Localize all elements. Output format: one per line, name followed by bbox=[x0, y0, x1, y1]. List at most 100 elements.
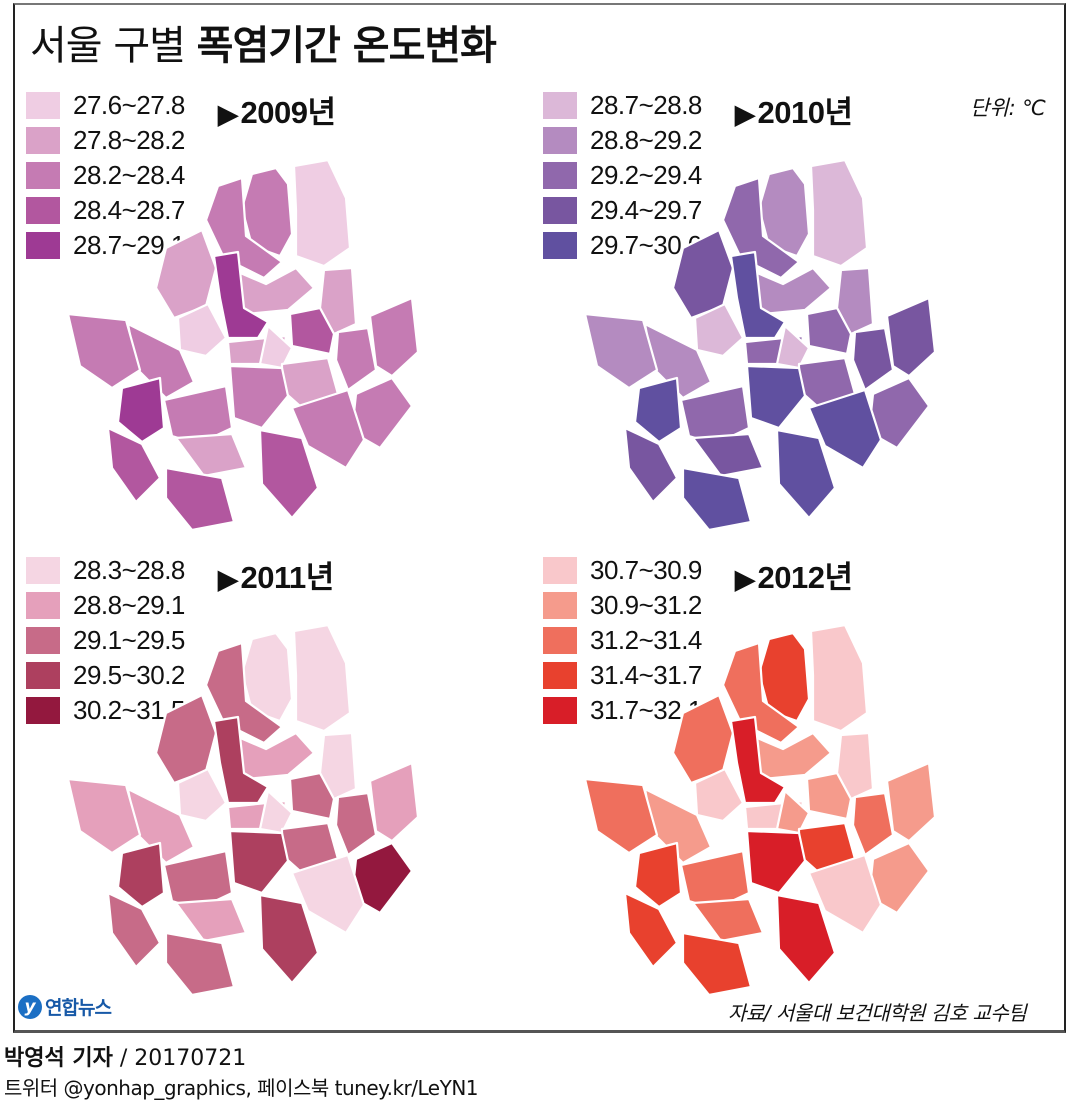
district-region bbox=[885, 296, 937, 378]
seoul-district-map bbox=[66, 158, 420, 532]
district-region bbox=[368, 296, 420, 378]
legend-swatch bbox=[26, 161, 60, 189]
district-region bbox=[212, 250, 270, 340]
district-region bbox=[633, 376, 683, 444]
district-region bbox=[775, 789, 811, 835]
legend-swatch bbox=[543, 161, 577, 189]
district-region bbox=[693, 302, 745, 358]
district-region bbox=[318, 731, 358, 801]
legend-label: 31.2~31.4 bbox=[590, 624, 702, 655]
district-region bbox=[66, 777, 142, 855]
legend-item: 27.8~28.2 bbox=[26, 123, 185, 157]
district-region bbox=[204, 176, 284, 280]
district-region bbox=[176, 767, 228, 823]
legend-swatch bbox=[26, 91, 60, 119]
seoul-district-map bbox=[583, 158, 937, 532]
legend-item: 28.2~28.4 bbox=[26, 158, 185, 192]
district-region bbox=[693, 767, 745, 823]
social-links: 트위터 @yonhap_graphics, 페이스북 tuney.kr/LeYN… bbox=[4, 1076, 479, 1100]
district-region bbox=[809, 158, 869, 268]
district-region bbox=[805, 306, 853, 356]
district-region bbox=[721, 641, 801, 745]
legend-swatch bbox=[26, 696, 60, 724]
district-region bbox=[318, 266, 358, 336]
legend-swatch bbox=[26, 591, 60, 619]
legend-label: 31.4~31.7 bbox=[590, 659, 702, 690]
legend-swatch bbox=[543, 126, 577, 154]
legend-swatch bbox=[26, 126, 60, 154]
legend-item: 29.4~29.7 bbox=[543, 193, 702, 227]
district-region bbox=[290, 388, 366, 470]
legend-label: 28.7~28.8 bbox=[590, 89, 702, 120]
legend-swatch bbox=[543, 231, 577, 259]
legend-item: 28.7~28.8 bbox=[543, 88, 702, 122]
district-region bbox=[745, 829, 807, 895]
triangle-marker-icon: ▶ bbox=[735, 564, 755, 594]
legend-swatch bbox=[543, 626, 577, 654]
district-region bbox=[745, 364, 807, 430]
district-region bbox=[290, 853, 366, 935]
district-region bbox=[775, 428, 837, 520]
legend-item: 31.2~31.4 bbox=[543, 623, 702, 657]
year-label: ▶2010년 bbox=[735, 95, 853, 130]
legend-swatch bbox=[26, 626, 60, 654]
triangle-marker-icon: ▶ bbox=[218, 99, 238, 129]
byline: 박영석 기자 / 20170721 bbox=[4, 1046, 247, 1071]
district-region bbox=[623, 426, 679, 504]
legend-label: 29.1~29.5 bbox=[73, 624, 185, 655]
district-region bbox=[807, 853, 883, 935]
district-region bbox=[204, 641, 284, 745]
triangle-marker-icon: ▶ bbox=[218, 564, 238, 594]
district-region bbox=[288, 306, 336, 356]
legend-label: 30.9~31.2 bbox=[590, 589, 702, 620]
legend-item: 29.1~29.5 bbox=[26, 623, 185, 657]
district-region bbox=[681, 466, 753, 532]
legend-item: 28.8~29.1 bbox=[26, 588, 185, 622]
legend-item: 28.3~28.8 bbox=[26, 553, 185, 587]
district-region bbox=[809, 623, 869, 733]
legend-swatch bbox=[26, 556, 60, 584]
district-region bbox=[835, 266, 875, 336]
district-region bbox=[292, 623, 352, 733]
district-region bbox=[681, 931, 753, 997]
infographic-frame bbox=[13, 3, 1066, 1033]
seoul-district-map bbox=[583, 623, 937, 997]
district-region bbox=[851, 791, 895, 857]
district-region bbox=[583, 312, 659, 390]
triangle-marker-icon: ▶ bbox=[735, 99, 755, 129]
legend-label: 29.5~30.2 bbox=[73, 659, 185, 690]
district-region bbox=[334, 326, 378, 392]
district-region bbox=[106, 891, 162, 969]
legend-item: 27.6~27.8 bbox=[26, 88, 185, 122]
year-label: ▶2009년 bbox=[218, 95, 336, 130]
page-title: 서울 구별 폭염기간 온도변화 bbox=[30, 23, 497, 69]
district-region bbox=[174, 432, 248, 478]
seoul-district-map bbox=[66, 623, 420, 997]
yonhap-logo-text: 연합뉴스 bbox=[45, 997, 112, 1019]
legend-item: 29.5~30.2 bbox=[26, 658, 185, 692]
district-region bbox=[258, 324, 294, 370]
district-region bbox=[116, 841, 166, 909]
legend-item: 28.8~29.2 bbox=[543, 123, 702, 157]
map-panel-2012: 30.7~30.9 30.9~31.2 31.2~31.4 31.4~31.7 31.7… bbox=[543, 553, 1063, 1013]
legend-swatch bbox=[543, 696, 577, 724]
legend-swatch bbox=[543, 661, 577, 689]
legend-label: 28.4~28.7 bbox=[73, 194, 185, 225]
district-region bbox=[583, 777, 659, 855]
legend-label: 30.7~30.9 bbox=[590, 554, 702, 585]
district-region bbox=[292, 158, 352, 268]
district-region bbox=[258, 789, 294, 835]
legend-label: 28.2~28.4 bbox=[73, 159, 185, 190]
map-panel-2010: 28.7~28.8 28.8~29.2 29.2~29.4 29.4~29.7 29.7… bbox=[543, 88, 1063, 548]
legend-swatch bbox=[26, 661, 60, 689]
district-region bbox=[258, 893, 320, 985]
district-region bbox=[885, 761, 937, 843]
district-region bbox=[623, 891, 679, 969]
legend-label: 28.8~29.1 bbox=[73, 589, 185, 620]
yonhap-logo: y 연합뉴스 bbox=[18, 993, 112, 1020]
year-label: ▶2012년 bbox=[735, 560, 853, 595]
district-region bbox=[691, 432, 765, 478]
district-region bbox=[164, 931, 236, 997]
legend-swatch bbox=[543, 556, 577, 584]
legend-swatch bbox=[543, 196, 577, 224]
